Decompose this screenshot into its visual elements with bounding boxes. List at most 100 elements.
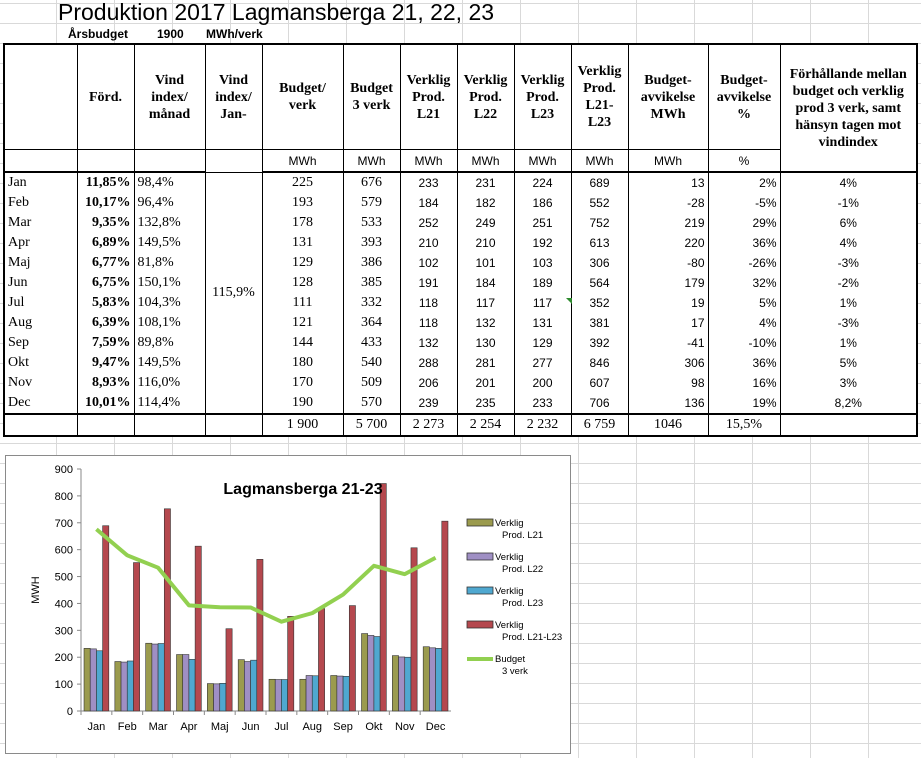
header-vind-manad[interactable]: Vind index/ månad bbox=[133, 44, 206, 150]
cell-l22[interactable]: 231 bbox=[456, 171, 515, 193]
cell-ford[interactable]: 6,89% bbox=[76, 233, 135, 253]
header-forhallande[interactable]: Förhållande mellan budget och verklig pr… bbox=[779, 44, 918, 172]
cell-vind-manad[interactable]: 98,4% bbox=[133, 171, 206, 193]
cell-forhallande[interactable]: 8,2% bbox=[779, 393, 918, 414]
cell-l22[interactable]: 132 bbox=[456, 313, 515, 333]
total-cell[interactable] bbox=[3, 413, 78, 437]
cell-l21-l23[interactable]: 689 bbox=[570, 171, 629, 193]
cell-budget-3[interactable]: 386 bbox=[342, 253, 401, 273]
cell-l21-l23[interactable]: 846 bbox=[570, 353, 629, 373]
unit-cell[interactable]: MWh bbox=[399, 149, 458, 172]
cell-month[interactable]: Aug bbox=[3, 313, 78, 333]
cell-budget-3[interactable]: 332 bbox=[342, 293, 401, 313]
cell-vind-manad[interactable]: 89,8% bbox=[133, 333, 206, 353]
cell-l23[interactable]: 224 bbox=[513, 171, 572, 193]
total-budget-verk[interactable]: 1 900 bbox=[261, 413, 344, 437]
cell-ford[interactable]: 10,01% bbox=[76, 393, 135, 414]
cell-l21-l23[interactable]: 306 bbox=[570, 253, 629, 273]
cell-forhallande[interactable]: 6% bbox=[779, 213, 918, 233]
cell-budget-3[interactable]: 676 bbox=[342, 171, 401, 193]
unit-cell[interactable]: MWh bbox=[342, 149, 401, 172]
cell-l23[interactable]: 277 bbox=[513, 353, 572, 373]
total-l21[interactable]: 2 273 bbox=[399, 413, 458, 437]
cell-l23[interactable]: 189 bbox=[513, 273, 572, 293]
cell-avvikelse-mwh[interactable]: 13 bbox=[627, 171, 709, 193]
cell-forhallande[interactable]: 4% bbox=[779, 171, 918, 193]
cell-budget-verk[interactable]: 170 bbox=[261, 373, 344, 393]
cell-l21[interactable]: 252 bbox=[399, 213, 458, 233]
cell-month[interactable]: Sep bbox=[3, 333, 78, 353]
cell-l21-l23[interactable]: 752 bbox=[570, 213, 629, 233]
cell-l21-l23[interactable]: 352 bbox=[570, 293, 629, 313]
cell-budget-verk[interactable]: 111 bbox=[261, 293, 344, 313]
cell-l22[interactable]: 182 bbox=[456, 193, 515, 213]
unit-cell[interactable] bbox=[76, 149, 135, 172]
cell-month[interactable]: Okt bbox=[3, 353, 78, 373]
cell-l21-l23[interactable]: 706 bbox=[570, 393, 629, 414]
cell-budget-verk[interactable]: 121 bbox=[261, 313, 344, 333]
cell-forhallande[interactable]: 1% bbox=[779, 333, 918, 353]
cell-month[interactable]: Mar bbox=[3, 213, 78, 233]
cell-l21[interactable]: 210 bbox=[399, 233, 458, 253]
cell-l23[interactable]: 200 bbox=[513, 373, 572, 393]
total-cell[interactable] bbox=[76, 413, 135, 437]
unit-cell[interactable]: MWh bbox=[627, 149, 709, 172]
cell-vind-jan[interactable]: 115,9% bbox=[204, 171, 263, 414]
cell-avvikelse-mwh[interactable]: -80 bbox=[627, 253, 709, 273]
cell-l21[interactable]: 184 bbox=[399, 193, 458, 213]
cell-l22[interactable]: 210 bbox=[456, 233, 515, 253]
cell-month[interactable]: Jul bbox=[3, 293, 78, 313]
cell-l22[interactable]: 249 bbox=[456, 213, 515, 233]
cell-ford[interactable]: 7,59% bbox=[76, 333, 135, 353]
total-l22[interactable]: 2 254 bbox=[456, 413, 515, 437]
total-cell[interactable] bbox=[204, 413, 263, 437]
cell-budget-3[interactable]: 364 bbox=[342, 313, 401, 333]
cell-month[interactable]: Feb bbox=[3, 193, 78, 213]
cell-budget-3[interactable]: 579 bbox=[342, 193, 401, 213]
cell-budget-verk[interactable]: 131 bbox=[261, 233, 344, 253]
cell-ford[interactable]: 6,77% bbox=[76, 253, 135, 273]
header-avvikelse-mwh[interactable]: Budget- avvikelse MWh bbox=[627, 44, 709, 150]
header-l23[interactable]: Verklig Prod. L23 bbox=[513, 44, 572, 150]
cell-budget-3[interactable]: 509 bbox=[342, 373, 401, 393]
cell-l23[interactable]: 103 bbox=[513, 253, 572, 273]
cell-l21[interactable]: 132 bbox=[399, 333, 458, 353]
cell-l21[interactable]: 206 bbox=[399, 373, 458, 393]
header-month[interactable] bbox=[3, 44, 78, 150]
total-l23[interactable]: 2 232 bbox=[513, 413, 572, 437]
cell-l23[interactable]: 251 bbox=[513, 213, 572, 233]
cell-l21-l23[interactable]: 613 bbox=[570, 233, 629, 253]
cell-ford[interactable]: 6,75% bbox=[76, 273, 135, 293]
cell-avvikelse-pct[interactable]: 5% bbox=[707, 293, 781, 313]
cell-l22[interactable]: 201 bbox=[456, 373, 515, 393]
cell-avvikelse-mwh[interactable]: 220 bbox=[627, 233, 709, 253]
cell-l21-l23[interactable]: 381 bbox=[570, 313, 629, 333]
cell-month[interactable]: Maj bbox=[3, 253, 78, 273]
cell-forhallande[interactable]: -2% bbox=[779, 273, 918, 293]
cell-forhallande[interactable]: 5% bbox=[779, 353, 918, 373]
unit-cell[interactable]: MWh bbox=[456, 149, 515, 172]
cell-budget-verk[interactable]: 128 bbox=[261, 273, 344, 293]
cell-vind-manad[interactable]: 150,1% bbox=[133, 273, 206, 293]
cell-avvikelse-pct[interactable]: -26% bbox=[707, 253, 781, 273]
cell-l21-l23[interactable]: 607 bbox=[570, 373, 629, 393]
cell-vind-manad[interactable]: 104,3% bbox=[133, 293, 206, 313]
cell-avvikelse-mwh[interactable]: 19 bbox=[627, 293, 709, 313]
cell-avvikelse-pct[interactable]: -10% bbox=[707, 333, 781, 353]
unit-cell[interactable]: % bbox=[707, 149, 781, 172]
cell-avvikelse-mwh[interactable]: -41 bbox=[627, 333, 709, 353]
header-avvikelse-pct[interactable]: Budget- avvikelse % bbox=[707, 44, 781, 150]
total-l21-l23[interactable]: 6 759 bbox=[570, 413, 629, 437]
cell-avvikelse-mwh[interactable]: 179 bbox=[627, 273, 709, 293]
cell-l23[interactable]: 131 bbox=[513, 313, 572, 333]
cell-budget-3[interactable]: 570 bbox=[342, 393, 401, 414]
cell-avvikelse-mwh[interactable]: 219 bbox=[627, 213, 709, 233]
cell-avvikelse-pct[interactable]: -5% bbox=[707, 193, 781, 213]
unit-cell[interactable]: MWh bbox=[570, 149, 629, 172]
cell-l21[interactable]: 288 bbox=[399, 353, 458, 373]
cell-avvikelse-pct[interactable]: 19% bbox=[707, 393, 781, 414]
header-budget-verk[interactable]: Budget/ verk bbox=[261, 44, 344, 150]
cell-l22[interactable]: 281 bbox=[456, 353, 515, 373]
cell-ford[interactable]: 6,39% bbox=[76, 313, 135, 333]
cell-forhallande[interactable]: -1% bbox=[779, 193, 918, 213]
